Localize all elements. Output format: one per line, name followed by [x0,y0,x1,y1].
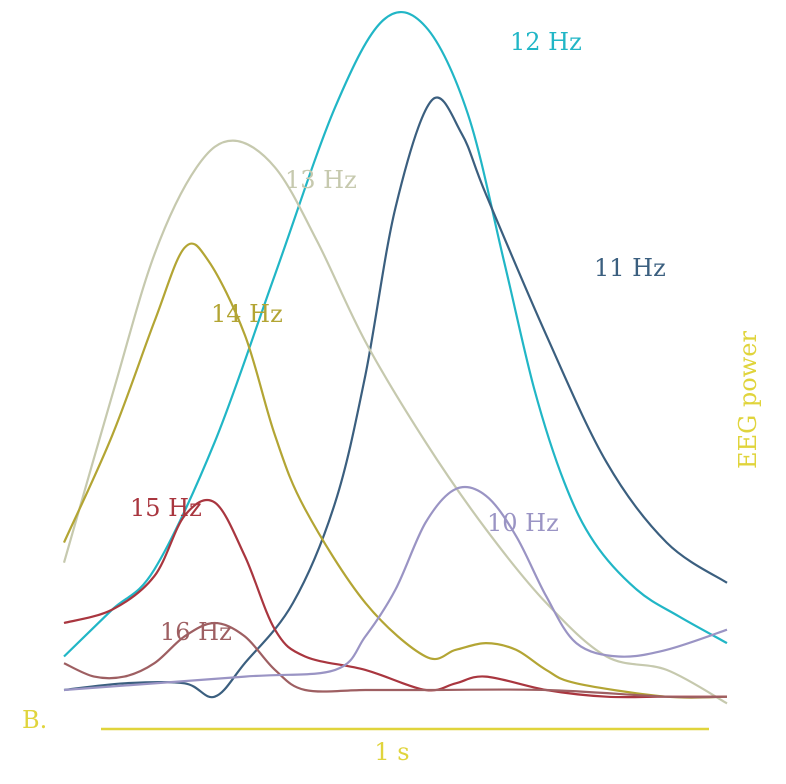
series-line-13-hz [62,139,728,705]
time-scale-bar-label: 1 s [374,738,409,766]
series-line-15-hz [63,498,727,699]
series-label-10-hz: 10 Hz [487,509,559,537]
series-label-15-hz: 15 Hz [130,494,202,522]
panel-label: B. [22,706,47,734]
series-line-10-hz [63,485,728,692]
series-line-11-hz [63,96,728,699]
y-axis-label: EEG power [734,331,762,469]
series-line-14-hz [62,242,728,699]
series-label-layer: 12 Hz 11 Hz 13 Hz 14 Hz 15 Hz 16 Hz 10 Hz [130,28,666,646]
series-line-12-hz [63,11,728,658]
series-label-16-hz: 16 Hz [160,618,232,646]
series-label-13-hz: 13 Hz [285,166,357,194]
series-label-11-hz: 11 Hz [594,254,666,282]
series-layer [62,11,728,705]
series-label-12-hz: 12 Hz [510,28,582,56]
series-label-14-hz: 14 Hz [211,300,283,328]
series-line-16-hz [63,621,728,699]
